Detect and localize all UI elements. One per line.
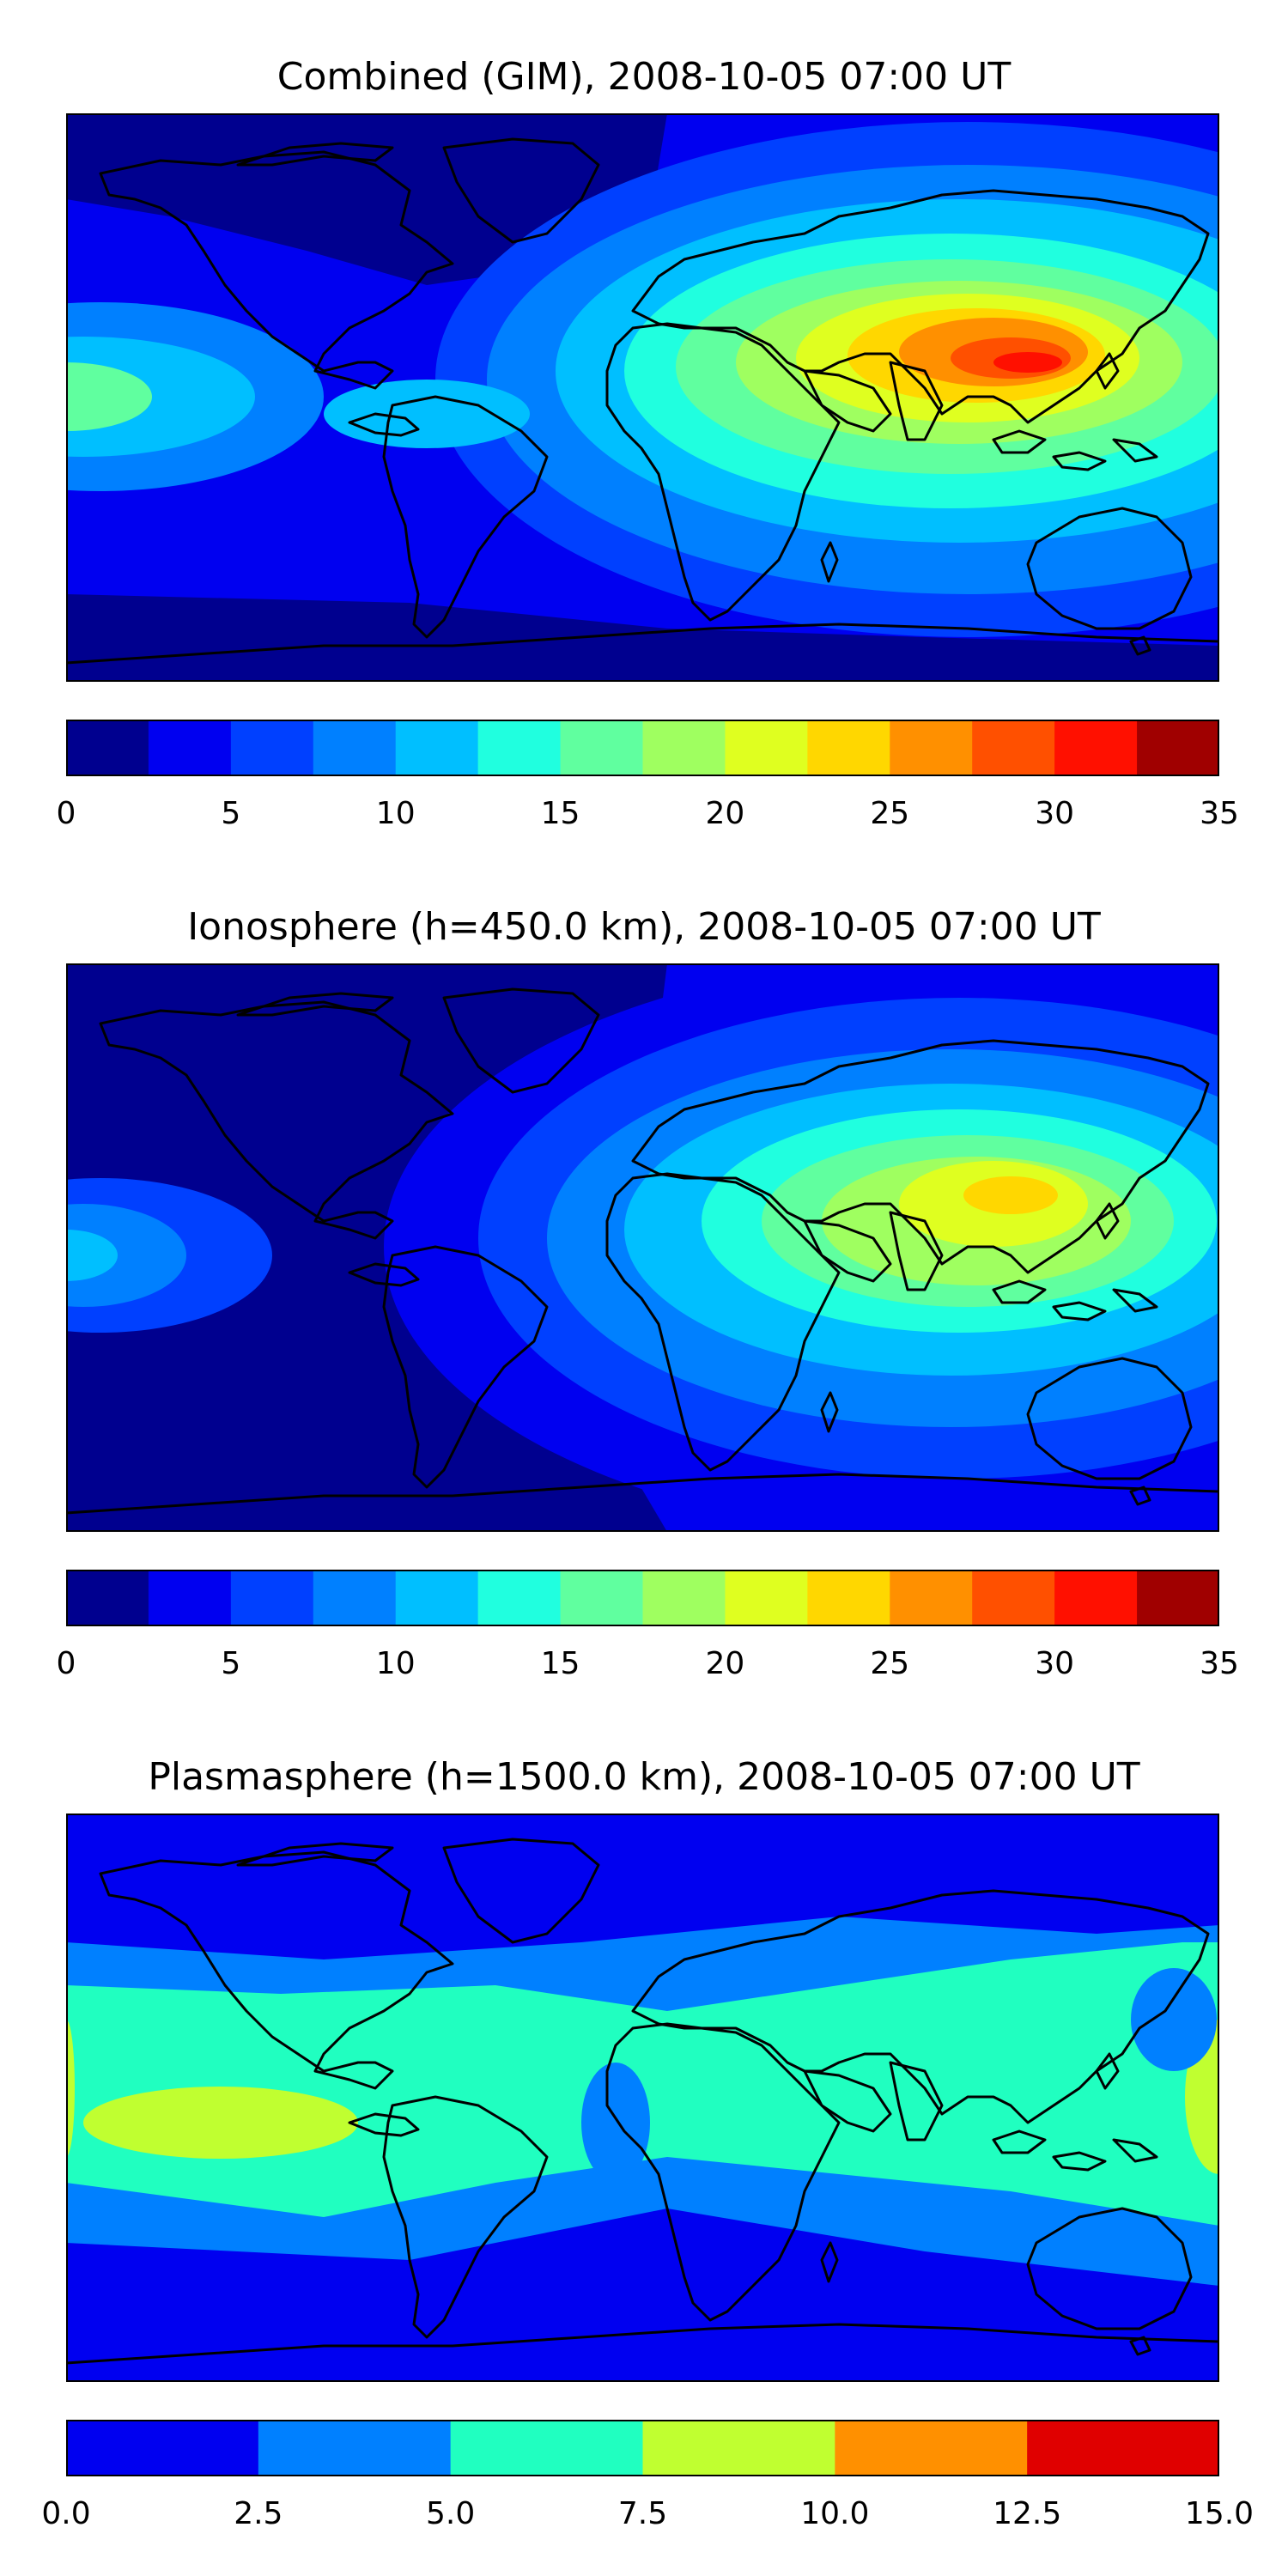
colorbar-tick-label: 35 [1200,796,1239,831]
colorbar-segment [66,720,149,776]
colorbar-segment [972,720,1055,776]
colorbar-segment [313,720,397,776]
colorbar-segment [560,1570,643,1626]
colorbar-segment [66,1570,149,1626]
colorbar-tick-label: 10.0 [800,2496,870,2531]
colorbar-border [66,720,1219,776]
panel-3-colorbar [66,2420,1219,2476]
panel-3-colorbar-ticks: 0.0 2.5 5.0 7.5 10.0 12.5 15.0 [41,2496,1254,2531]
panel-3-title: Plasmasphere (h=1500.0 km), 2008-10-05 0… [148,1755,1140,1799]
colorbar-tick-label: 0 [56,1646,76,1681]
colorbar-segment [148,1570,232,1626]
colorbar-segment [258,2420,452,2476]
colorbar-segment [642,1570,726,1626]
colorbar-segment [725,720,808,776]
colorbar-segment [1027,2420,1219,2476]
colorbar-segment [230,720,314,776]
colorbar-segment [807,720,890,776]
panel-1-colorbar [66,720,1219,776]
colorbar-tick-label: 20 [705,1646,745,1681]
colorbar-segment [890,1570,973,1626]
colorbar-tick-label: 5 [221,1646,241,1681]
colorbar-segment [477,1570,562,1626]
colorbar-segment [1137,720,1219,776]
panel-3-map [66,1814,1219,2382]
colorbar-segment [835,2420,1028,2476]
panel-1-map [66,113,1219,682]
colorbar-segment [890,720,973,776]
colorbar-tick-label: 25 [870,1646,910,1681]
colorbar-border [66,1570,1219,1626]
colorbar-tick-label: 15 [540,796,580,831]
colorbar-segment [642,720,726,776]
colorbar-segment [313,1570,397,1626]
colorbar-tick-label: 2.5 [234,2496,283,2531]
panel-2-colorbar-ticks: 0 5 10 15 20 25 30 35 [57,1646,1239,1681]
colorbar-segment [1054,1570,1138,1626]
colorbar-segment [725,1570,808,1626]
colorbar-tick-label: 5 [221,796,241,831]
colorbar-segment [148,720,232,776]
colorbar-tick-label: 7.5 [617,2496,668,2531]
colorbar-tick-label: 35 [1200,1646,1239,1681]
panel-1-colorbar-ticks: 0 5 10 15 20 25 30 35 [57,796,1239,831]
colorbar-segment [807,1570,890,1626]
colorbar-tick-label: 0.0 [41,2496,91,2531]
panel-1-title: Combined (GIM), 2008-10-05 07:00 UT [276,55,1012,99]
colorbar-tick-label: 20 [705,796,745,831]
colorbar-segment [642,2420,835,2476]
colorbar-segment [230,1570,314,1626]
colorbar-segment [66,2420,259,2476]
colorbar-segment [395,1570,479,1626]
panel-2-title: Ionosphere (h=450.0 km), 2008-10-05 07:0… [187,905,1101,949]
colorbar-segment [395,720,479,776]
colorbar-segment [1054,720,1138,776]
colorbar-tick-label: 10 [375,1646,416,1681]
colorbar-tick-label: 0 [56,796,76,831]
panel-2-colorbar [66,1570,1219,1626]
colorbar-segment [477,720,562,776]
panel-2-map [66,963,1219,1532]
colorbar-segment [972,1570,1055,1626]
colorbar-tick-label: 15.0 [1184,2496,1255,2531]
colorbar-segment [560,720,643,776]
colorbar-tick-label: 12.5 [993,2496,1062,2531]
colorbar-segment [1137,1570,1219,1626]
colorbar-tick-label: 5.0 [426,2496,476,2531]
colorbar-segment [450,2420,643,2476]
colorbar-tick-label: 30 [1035,1646,1075,1681]
colorbar-tick-label: 10 [375,796,416,831]
colorbar-tick-label: 25 [870,796,910,831]
colorbar-tick-label: 30 [1035,796,1075,831]
colorbar-tick-label: 15 [540,1646,580,1681]
